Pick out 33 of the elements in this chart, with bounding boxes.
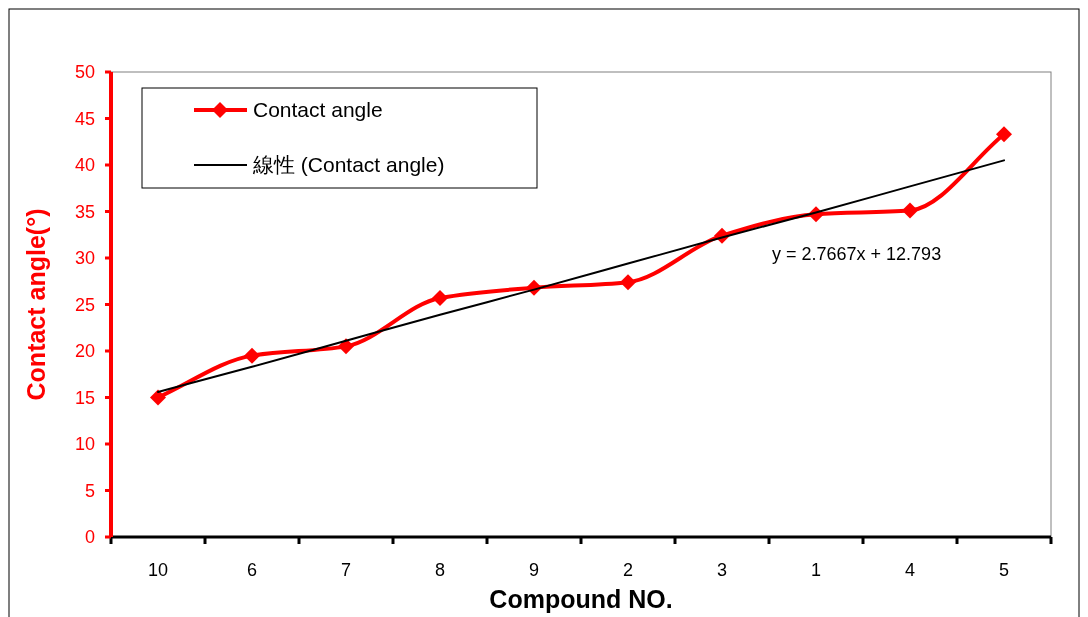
point <box>150 389 166 406</box>
legend-label: Contact angle <box>253 98 383 121</box>
point <box>432 289 448 306</box>
y-tick-label: 0 <box>84 527 95 547</box>
annotation: y = 2.7667x + 12.793 <box>772 244 942 264</box>
y-tick-label: 5 <box>84 480 95 501</box>
x-tick-label: 8 <box>434 560 446 580</box>
x-tick-label: 5 <box>998 560 1010 580</box>
point <box>338 338 354 355</box>
x-tick-label: 4 <box>904 560 916 580</box>
x-tick-label: 1 <box>810 560 822 580</box>
y-tick-label: 30 <box>74 248 95 268</box>
x-axis-title: Compound NO. <box>489 585 673 613</box>
x-tick-label: 10 <box>147 560 169 580</box>
x-tick-label: 6 <box>246 560 258 580</box>
point <box>620 274 636 291</box>
x-tick-label: 3 <box>716 560 728 580</box>
y-tick-label: 40 <box>74 155 95 175</box>
y-tick-label: 35 <box>74 201 95 222</box>
y-tick-label: 45 <box>74 108 95 129</box>
x-tick-label: 2 <box>622 560 634 580</box>
point <box>996 126 1012 143</box>
point <box>244 347 260 364</box>
x-tick-label: 7 <box>340 560 352 580</box>
y-tick-label: 50 <box>74 62 95 82</box>
legend-label: 線性 (Contact angle) <box>252 153 445 176</box>
y-tick-label: 10 <box>74 434 95 454</box>
y-axis-title: Contact angle(°) <box>22 208 50 401</box>
point <box>902 202 918 219</box>
y-tick-label: 20 <box>74 341 95 361</box>
y-tick-label: 15 <box>74 387 95 408</box>
y-tick-label: 25 <box>74 294 95 315</box>
x-tick-label: 9 <box>528 560 540 580</box>
